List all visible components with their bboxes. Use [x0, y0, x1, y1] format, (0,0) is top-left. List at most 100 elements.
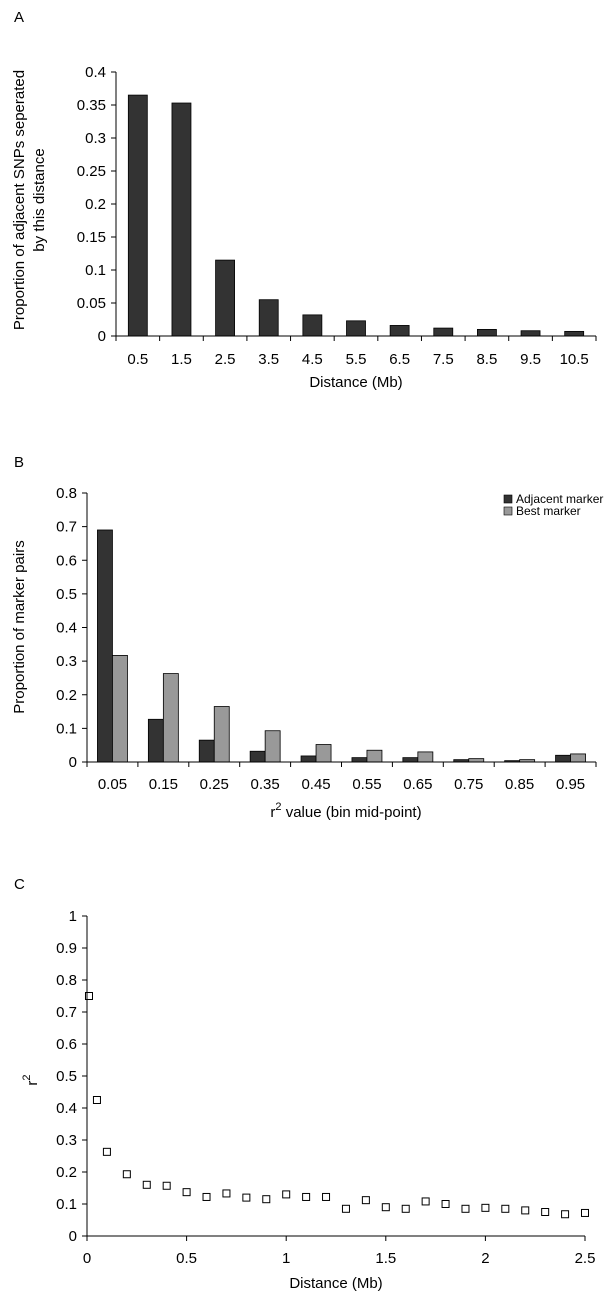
panel-b-bar-best-marker: [315, 744, 332, 763]
panel-b-y-tick-label: 0.2: [56, 687, 77, 704]
panel-a-bar: [215, 259, 235, 337]
panel-b-x-tick-label: 0.55: [352, 776, 381, 793]
panel-c-y-tick-label: 0.6: [56, 1036, 77, 1053]
panel-a-label: A: [14, 9, 24, 26]
panel-c-y-tick-label: 0: [69, 1228, 77, 1245]
panel-c-point: [202, 1192, 211, 1201]
panel-b-x-tick-label: 0.45: [301, 776, 330, 793]
panel-b-bar-adjacent-marker: [97, 529, 113, 763]
panel-b-bar-adjacent-marker: [402, 757, 419, 763]
panel-c-point: [421, 1197, 430, 1206]
panel-c-y-tick-label: 0.1: [56, 1196, 77, 1213]
panel-a-bar: [389, 325, 410, 337]
panel-c-y-tick-label: 0.9: [56, 940, 77, 957]
panel-a-y-tick-label: 0.35: [77, 97, 106, 114]
panel-c-point: [282, 1190, 291, 1199]
panel-b-bars: [97, 529, 586, 763]
panel-a-bar: [564, 330, 585, 337]
panel-b-y-tick-label: 0.7: [56, 519, 77, 536]
panel-c-point: [222, 1189, 231, 1198]
panel-a-x-tick-label: 6.5: [389, 351, 410, 368]
legend-swatch-adjacent-marker: [503, 494, 513, 504]
panel-c-point: [302, 1192, 311, 1201]
panel-c-point: [481, 1203, 490, 1212]
panel-a-x-tick-label: 7.5: [433, 351, 454, 368]
panel-c-point: [92, 1096, 101, 1104]
panel-c-point: [182, 1188, 191, 1197]
panel-b-y-label: Proportion of marker pairs: [11, 540, 28, 713]
panel-a-x-tick-labels: 0.5 1.5 2.5 3.5 4.5 5.5 6.5 7.5 8.5 9.5 10.5: [115, 336, 597, 368]
panel-a-bar: [433, 327, 454, 337]
panel-a-bar: [302, 314, 323, 337]
panel-c-point: [361, 1196, 370, 1205]
panel-b-x-tick-label: 0.75: [454, 776, 483, 793]
panel-a-bar: [346, 320, 366, 337]
panel-c-point: [341, 1204, 350, 1213]
legend-label-best-marker: Best marker: [516, 504, 581, 518]
panel-c-x-label: Distance (Mb): [289, 1275, 382, 1292]
panel-c-point: [501, 1204, 510, 1213]
panel-a-y-tick-label: 0.25: [77, 163, 106, 180]
panel-c-point: [461, 1204, 470, 1213]
panel-c-x-tick-label: 0.5: [176, 1250, 197, 1267]
panel-b-bar-best-marker: [417, 751, 434, 763]
panel-b-x-tick-label: 0.35: [251, 776, 280, 793]
panel-b-x-tick-label: 0.05: [98, 776, 127, 793]
panel-a: A 0 0.05 0.1 0.15 0.2 0.25 0.3 0.35 0.4 0.5 1.5 2.…: [11, 9, 597, 391]
panel-c-point: [401, 1204, 410, 1213]
panel-c-point: [84, 992, 93, 1000]
panel-b-bar-adjacent-marker: [351, 757, 368, 763]
panel-c-y-tick-label: 0.8: [56, 972, 77, 989]
panel-b-bar-best-marker: [570, 753, 586, 763]
panel-b-x-tick-label: 0.15: [149, 776, 178, 793]
panel-c-x-tick-label: 2: [481, 1250, 489, 1267]
panel-a-bar: [127, 94, 148, 337]
panel-a-x-tick-label: 2.5: [215, 351, 236, 368]
panel-a-y-tick-label: 0.15: [77, 229, 106, 246]
panel-b-y-tick-label: 0.5: [56, 586, 77, 603]
panel-a-x-tick-label: 3.5: [258, 351, 279, 368]
panel-b-bar-adjacent-marker: [555, 754, 571, 763]
legend-label-adjacent-marker: Adjacent marker: [516, 492, 603, 506]
panel-a-y-tick-label: 0.05: [77, 295, 106, 312]
panel-b: B 0 0.1 0.2 0.3 0.4 0.5 0.6 0.7 0.8 0.05 0.15 0.25…: [11, 454, 603, 821]
panel-b-x-tick-label: 0.65: [403, 776, 432, 793]
legend-swatch-best-marker: [503, 506, 513, 516]
panel-a-bars: [127, 94, 585, 337]
panel-a-y-tick-label: 0: [98, 328, 106, 345]
panel-b-bar-best-marker: [366, 749, 383, 763]
panel-b-bar-best-marker: [112, 655, 128, 763]
panel-b-y-tick-label: 0.4: [56, 620, 77, 637]
panel-a-x-label: Distance (Mb): [309, 374, 402, 391]
panel-a-y-tick-label: 0.4: [85, 64, 106, 81]
panel-b-x-tick-label: 0.25: [200, 776, 229, 793]
panel-b-bar-adjacent-marker: [198, 739, 215, 763]
panel-a-bar: [171, 102, 192, 337]
panel-c-y-tick-label: 0.7: [56, 1004, 77, 1021]
panel-a-y-tick-label: 0.2: [85, 196, 106, 213]
panel-c-point: [162, 1181, 171, 1190]
panel-c-x-tick-label: 1: [282, 1250, 290, 1267]
panel-c: C 0 0.1 0.2 0.3 0.4 0.5 0.6 0.7 0.8 0.9 1 0 0.5 1 1.5…: [14, 876, 595, 1292]
panel-a-y-label-line-1: Proportion of adjacent SNPs seperated: [11, 70, 28, 330]
panel-a-y-tick-label: 0.3: [85, 130, 106, 147]
panel-c-point: [242, 1193, 251, 1202]
panel-c-points: [84, 992, 589, 1219]
panel-b-bar-best-marker: [264, 730, 281, 763]
panel-c-y-tick-label: 0.5: [56, 1068, 77, 1085]
panel-c-y-tick-labels: 0 0.1 0.2 0.3 0.4 0.5 0.6 0.7 0.8 0.9 1: [56, 908, 87, 1245]
panel-b-x-label: r2 value (bin mid-point): [270, 801, 421, 821]
panel-c-point: [122, 1170, 131, 1179]
panel-b-y-tick-label: 0.1: [56, 720, 77, 737]
panel-b-y-tick-label: 0.6: [56, 552, 77, 569]
panel-b-bar-adjacent-marker: [300, 755, 317, 763]
panel-c-y-tick-label: 0.4: [56, 1100, 77, 1117]
panel-c-point: [381, 1203, 390, 1212]
panel-a-y-label-line-2: by this distance: [31, 148, 48, 251]
panel-b-bar-adjacent-marker: [249, 750, 266, 763]
panel-a-x-tick-label: 8.5: [476, 351, 497, 368]
panel-a-x-tick-label: 4.5: [302, 351, 323, 368]
panel-a-bar: [477, 328, 497, 337]
panel-c-point: [262, 1195, 271, 1204]
